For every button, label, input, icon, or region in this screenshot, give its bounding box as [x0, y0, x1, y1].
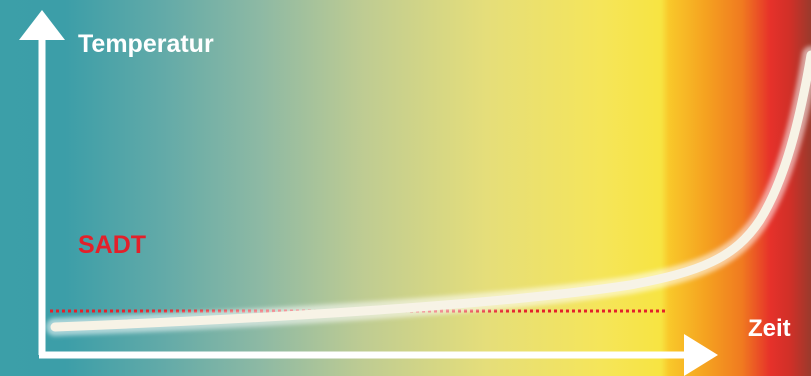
x-axis-label: Zeit — [748, 315, 791, 342]
temperature-curve — [50, 50, 811, 332]
y-axis-arrowhead — [19, 10, 65, 40]
sadt-label: SADT — [78, 231, 147, 259]
x-axis-arrowhead — [684, 334, 718, 376]
y-axis-label: Temperatur — [78, 30, 214, 58]
